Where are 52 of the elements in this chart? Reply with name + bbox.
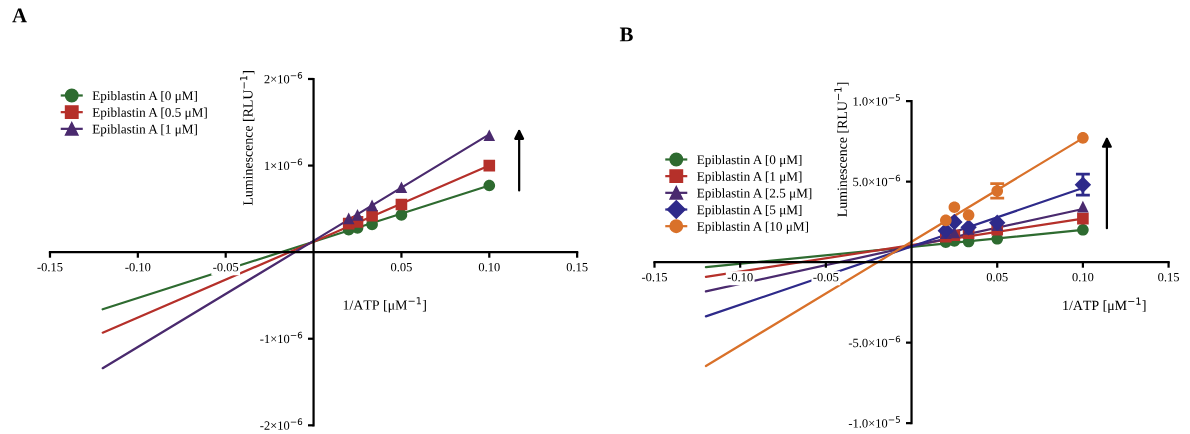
x-tick-label: 0.05 (986, 272, 1008, 282)
x-tick-label: -0.10 (727, 272, 753, 282)
x-tick-label: -0.10 (125, 262, 151, 272)
y-tick-label: 1.0×10$^{−5}$ (853, 94, 900, 106)
point (940, 214, 952, 227)
point (1077, 223, 1089, 236)
x-axis-title: 1/ATP [μM$^{−1}$] (1063, 297, 1146, 313)
legend-label: Epiblastin A [0 μM] (697, 154, 802, 167)
x-tick-label: 0.15 (1158, 272, 1180, 282)
x-tick-label: -0.15 (641, 272, 668, 282)
x-tick-label: -0.05 (213, 262, 239, 272)
x-tick-label: 0.05 (390, 262, 412, 272)
point (1077, 212, 1089, 225)
y-tick-label: 1×10$^{−6}$ (265, 158, 303, 171)
legend-label: Epiblastin A [10 μM] (697, 221, 809, 234)
point (395, 209, 408, 221)
x-tick-label: -0.15 (37, 262, 63, 272)
y-tick-label: -1.0×10$^{−5}$ (848, 416, 900, 428)
y-tick-label: 2×10$^{−6}$ (264, 72, 303, 84)
legend-label: Epiblastin A [2.5 μM] (697, 188, 812, 201)
x-axis-title: 1/ATP [μM$^{−1}$] (343, 297, 426, 313)
y-tick-label: 5.0×10$^{−6}$ (853, 174, 901, 187)
y-tick-label: -1×10$^{−6}$ (260, 331, 303, 344)
legend-label: Epiblastin A [1 μM] (92, 124, 197, 137)
legend-label: Epiblastin A [5 μM] (697, 204, 802, 217)
point (989, 214, 1006, 231)
point (962, 209, 975, 221)
point (960, 219, 977, 236)
x-tick-label: 0.10 (478, 262, 500, 272)
y-tick-label: -2×10$^{−6}$ (260, 418, 303, 430)
point (366, 199, 378, 212)
point (483, 179, 496, 192)
point (351, 209, 364, 221)
legend-label: Epiblastin A [0 μM] (92, 90, 197, 103)
point (1077, 132, 1089, 144)
point (948, 201, 961, 214)
point (342, 212, 355, 225)
legend-label: Epiblastin A [1 μM] (697, 171, 802, 184)
y-axis-title: Luminescence [RLU$^{−1}$] (240, 71, 255, 206)
point (395, 181, 408, 194)
point (395, 198, 408, 211)
point (366, 209, 378, 222)
point (483, 129, 496, 142)
y-axis-title: Luminescence [RLU$^{−1}$] (834, 82, 849, 217)
y-tick-label: -5.0×10$^{−6}$ (848, 335, 901, 348)
x-tick-label: -0.05 (813, 272, 839, 282)
chart-title: A (12, 8, 27, 23)
legend-label: Epiblastin A [0.5 μM] (92, 107, 207, 120)
point (483, 159, 496, 172)
x-tick-label: 0.10 (1072, 272, 1094, 282)
x-tick-label: 0.15 (566, 262, 588, 272)
chart-title: B (619, 27, 633, 42)
